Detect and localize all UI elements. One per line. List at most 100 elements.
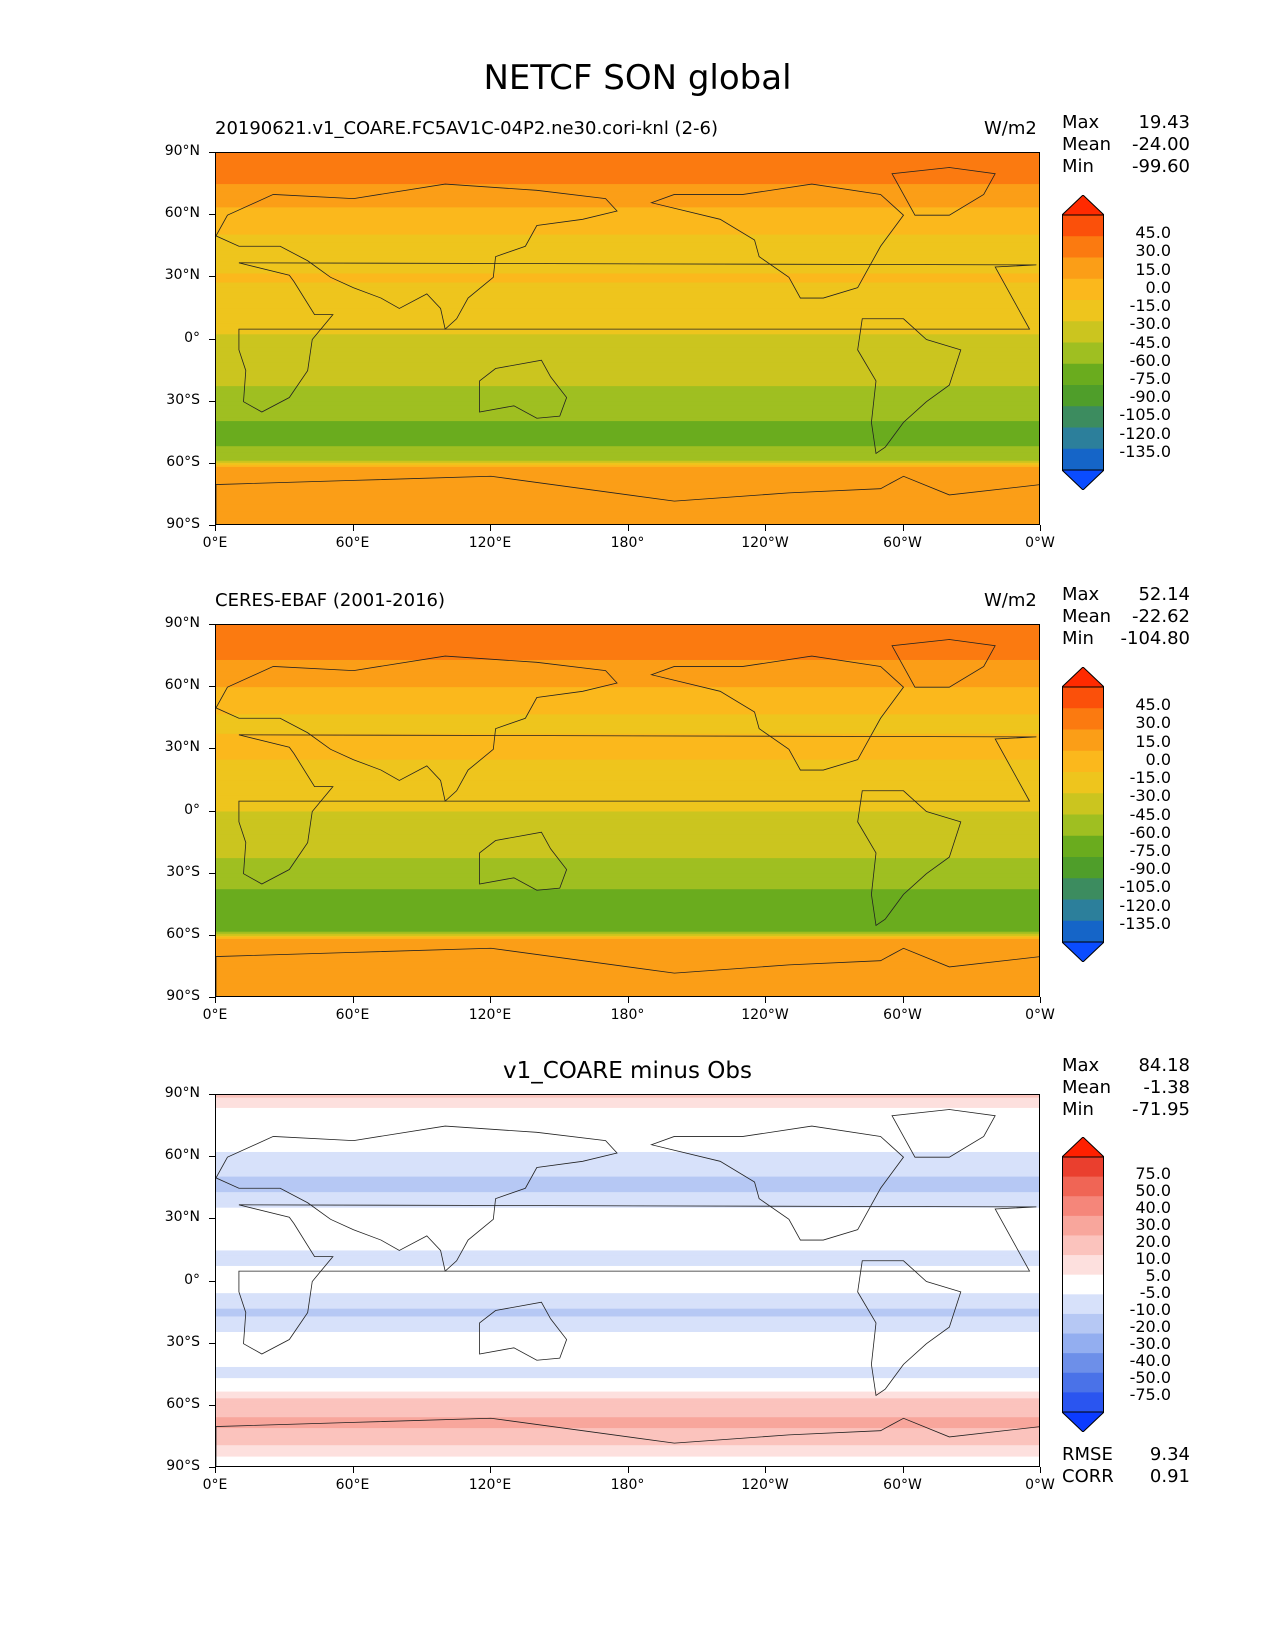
field-band: [216, 683, 1039, 688]
field-band: [216, 928, 1039, 933]
colorbar-label: 30.0: [1135, 241, 1171, 261]
y-tick-label: 60°N: [164, 677, 200, 694]
field-band: [216, 1370, 1039, 1376]
field-band: [216, 691, 1039, 696]
x-tick-label: 0°W: [1025, 1477, 1055, 1493]
y-tick-label: 0°: [184, 801, 200, 818]
field-band: [216, 1192, 1039, 1197]
field-band: [216, 1199, 1039, 1205]
field-band: [216, 366, 1039, 372]
map-plot: [215, 152, 1040, 525]
field-band: [216, 456, 1039, 461]
field-band: [216, 226, 1039, 232]
field-band: [216, 900, 1039, 906]
field-band: [216, 1260, 1039, 1265]
field-band: [216, 1255, 1039, 1262]
field-band: [216, 827, 1039, 832]
field-band: [216, 242, 1039, 248]
x-tick: [215, 1467, 216, 1473]
metric-value: 9.34: [1149, 1444, 1190, 1465]
field-band: [216, 1398, 1039, 1403]
units-label: W/m2: [984, 590, 1037, 611]
field-band: [216, 811, 1039, 817]
field-band: [216, 355, 1039, 360]
field-band: [216, 184, 1039, 189]
field-band: [216, 722, 1039, 727]
x-tick-label: 0°W: [1025, 1007, 1055, 1023]
colorbar-label: -75.0: [1129, 368, 1171, 388]
field-band: [216, 298, 1039, 305]
stat-value: 52.14: [1138, 584, 1190, 605]
field-band: [216, 1151, 1039, 1158]
field-band: [216, 659, 1039, 665]
field-band: [216, 215, 1039, 220]
y-tick: [209, 276, 215, 278]
field-band: [216, 1271, 1039, 1275]
field-band: [216, 846, 1039, 852]
y-tick: [209, 1342, 215, 1344]
stat-value: 19.43: [1138, 112, 1190, 133]
field-band: [216, 326, 1039, 330]
colorbar-svg: [1062, 1137, 1104, 1432]
x-tick-label: 60°E: [335, 1007, 370, 1023]
field-band: [216, 1180, 1039, 1186]
field-band: [216, 1168, 1039, 1174]
field-band: [216, 1355, 1039, 1361]
field-band: [216, 1164, 1039, 1170]
colorbar-label: -50.0: [1129, 1368, 1171, 1387]
y-tick: [209, 1094, 215, 1095]
field-band: [216, 265, 1039, 271]
field-band: [216, 1097, 1039, 1101]
field-band: [216, 374, 1039, 380]
y-tick-label: 90°S: [166, 516, 200, 532]
stats-box: Max 84.18 Mean -1.38 Min -71.95: [1062, 1055, 1190, 1121]
field-band: [216, 343, 1039, 349]
field-band: [216, 1394, 1039, 1400]
colorbar-label: 30.0: [1135, 1215, 1171, 1234]
field-band: [216, 382, 1039, 387]
stat-value: -24.00: [1131, 134, 1190, 155]
field-band: [216, 628, 1039, 634]
colorbar-segment: [1062, 1157, 1104, 1178]
field-band: [216, 409, 1039, 415]
y-tick: [209, 748, 215, 750]
stat-label: Max: [1062, 584, 1100, 605]
colorbar-segment: [1062, 257, 1104, 280]
coastline: [479, 359, 568, 419]
field-band: [216, 195, 1039, 201]
stat-value: 84.18: [1138, 1055, 1190, 1076]
colorbar-label: -105.0: [1119, 877, 1171, 897]
colorbar-segment: [1062, 1274, 1104, 1295]
field-band: [216, 1462, 1039, 1466]
field-band: [216, 924, 1039, 930]
stat-label: Max: [1062, 112, 1100, 133]
colorbar-label: 15.0: [1135, 731, 1171, 751]
field-band: [216, 250, 1039, 255]
field-band: [216, 1131, 1039, 1138]
colorbar-segment: [1062, 1215, 1104, 1236]
field-band: [216, 667, 1039, 673]
field-band: [216, 935, 1039, 938]
colorbar-label: -90.0: [1129, 387, 1171, 407]
colorbar-extend-min: [1062, 941, 1104, 962]
field-band: [216, 931, 1039, 934]
field-band: [216, 1414, 1039, 1419]
field-band: [216, 273, 1039, 279]
field-band: [216, 1229, 1039, 1236]
field-band: [216, 1234, 1039, 1241]
field-band: [216, 1281, 1039, 1287]
y-tick-label: 60°N: [164, 205, 200, 222]
colorbar-segment: [1062, 1313, 1104, 1335]
x-tick: [627, 997, 629, 1003]
colorbar-label: -30.0: [1129, 786, 1171, 806]
colorbar-segment: [1062, 1176, 1104, 1197]
field-band: [216, 211, 1039, 216]
field-band: [216, 830, 1039, 836]
field-band: [216, 1378, 1039, 1383]
x-tick: [627, 525, 629, 531]
field-band: [216, 269, 1039, 275]
coastline: [238, 734, 1037, 885]
y-tick: [209, 872, 215, 874]
field-band: [216, 1293, 1039, 1298]
field-band: [216, 257, 1039, 263]
